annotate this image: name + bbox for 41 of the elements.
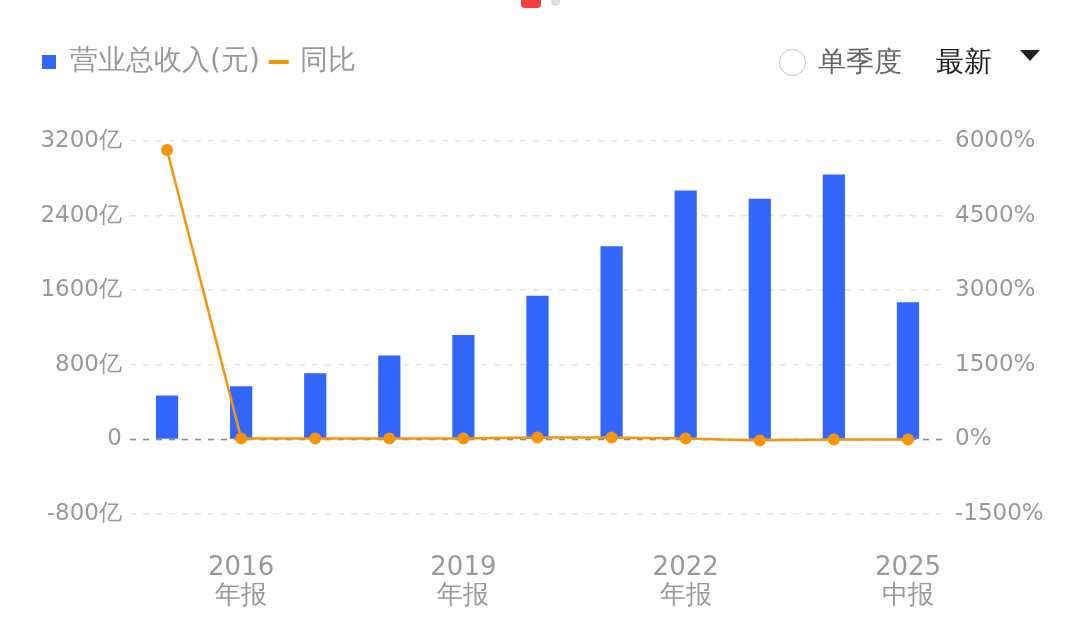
bar (378, 355, 401, 439)
legend-label: 同比 (299, 43, 356, 77)
text: 单季度 (818, 45, 902, 79)
y2-tick-label: 6000% (955, 125, 1036, 152)
y2-tick-label: -1500% (955, 498, 1044, 525)
bar (674, 190, 697, 439)
bar (304, 373, 327, 439)
y-tick-label: 0 (107, 424, 122, 451)
legend-label: 营业总收入(元) (70, 43, 260, 77)
point (383, 432, 396, 445)
y-tick-label: 3200亿 (40, 125, 122, 152)
point (309, 432, 322, 445)
y2-tick-label: 3000% (955, 275, 1036, 302)
y-tick-label: -800亿 (46, 498, 122, 525)
bar (748, 198, 771, 439)
y2-tick-label: 4500% (955, 200, 1036, 227)
x-tick-label: 2019 年报 (430, 551, 497, 609)
point (901, 433, 914, 446)
x-tick-label: 2025 中报 (874, 551, 942, 609)
point (827, 433, 840, 446)
text: 最新 (936, 45, 992, 79)
bar (452, 334, 475, 439)
point (531, 431, 544, 444)
y2-tick-label: 0% (955, 424, 992, 451)
point (235, 432, 248, 445)
bar (896, 302, 920, 439)
y-tick-label: 2400亿 (40, 200, 122, 227)
y-tick-label: 1600亿 (40, 275, 122, 302)
point (679, 432, 692, 445)
point (457, 432, 470, 445)
x-tick-label: 2022 年报 (652, 551, 719, 609)
bar (822, 174, 845, 439)
bar (155, 395, 179, 439)
bar (600, 246, 623, 439)
y2-tick-label: 1500% (955, 349, 1036, 376)
y-tick-label: 800亿 (55, 349, 122, 376)
point (605, 431, 618, 444)
bar (526, 295, 549, 439)
point (161, 143, 174, 156)
point (753, 434, 766, 447)
x-tick-label: 2016 年报 (208, 551, 275, 609)
